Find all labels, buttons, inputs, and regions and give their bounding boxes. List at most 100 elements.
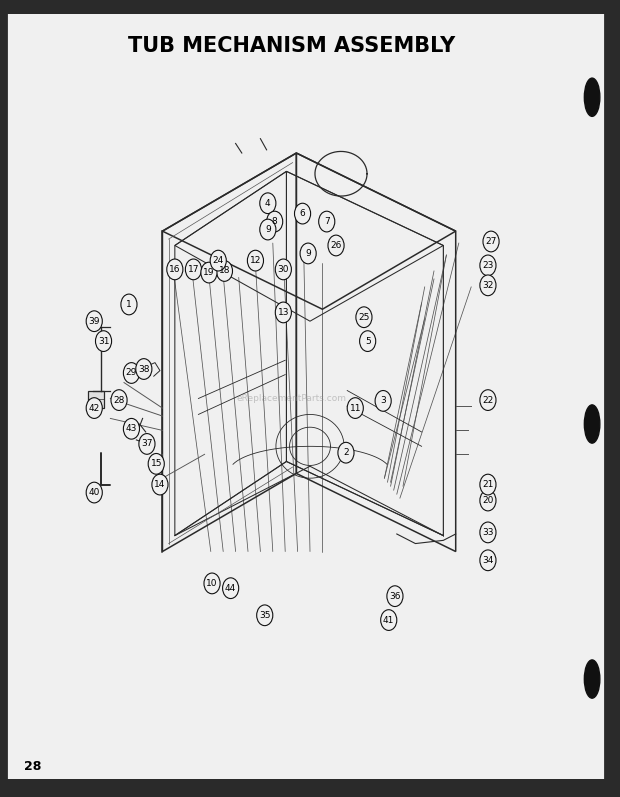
Circle shape (111, 390, 127, 410)
Circle shape (275, 302, 291, 323)
Circle shape (223, 578, 239, 599)
Text: 5: 5 (365, 336, 371, 346)
Text: 17: 17 (188, 265, 199, 274)
Text: 24: 24 (213, 256, 224, 265)
Circle shape (210, 250, 226, 271)
Text: 1: 1 (126, 300, 132, 309)
Bar (139, 365, 150, 375)
Text: 9: 9 (305, 249, 311, 258)
Text: 12: 12 (250, 256, 261, 265)
Text: 8: 8 (272, 217, 278, 226)
Circle shape (216, 261, 232, 281)
Circle shape (86, 398, 102, 418)
Circle shape (356, 307, 372, 328)
Circle shape (95, 331, 112, 351)
Text: 38: 38 (138, 364, 149, 374)
Bar (605, 0, 620, 797)
Circle shape (86, 311, 102, 332)
Text: 14: 14 (154, 480, 166, 489)
Text: 31: 31 (98, 336, 109, 346)
Circle shape (267, 211, 283, 232)
Text: 32: 32 (482, 281, 494, 290)
Ellipse shape (584, 405, 600, 443)
Circle shape (260, 219, 276, 240)
Text: 37: 37 (141, 439, 153, 449)
Text: 44: 44 (225, 583, 236, 593)
Text: 2: 2 (343, 448, 349, 457)
Circle shape (375, 391, 391, 411)
Text: 26: 26 (330, 241, 342, 250)
Circle shape (86, 482, 102, 503)
Circle shape (338, 442, 354, 463)
Text: 39: 39 (89, 316, 100, 326)
Circle shape (139, 434, 155, 454)
Text: 36: 36 (389, 591, 401, 601)
Text: 3: 3 (380, 396, 386, 406)
Text: TUB MECHANISM ASSEMBLY: TUB MECHANISM ASSEMBLY (128, 36, 455, 57)
Text: 19: 19 (203, 268, 215, 277)
Text: 34: 34 (482, 556, 494, 565)
Text: 35: 35 (259, 611, 270, 620)
Circle shape (201, 262, 217, 283)
Circle shape (204, 573, 220, 594)
Text: 11: 11 (350, 403, 361, 413)
Text: 23: 23 (482, 261, 494, 270)
Text: 18: 18 (219, 266, 230, 276)
Text: 29: 29 (126, 368, 137, 378)
Text: eReplacementParts.com: eReplacementParts.com (236, 394, 347, 403)
Text: 28: 28 (113, 395, 125, 405)
Text: 42: 42 (89, 403, 100, 413)
Circle shape (319, 211, 335, 232)
Circle shape (185, 259, 202, 280)
Circle shape (480, 275, 496, 296)
Text: 30: 30 (278, 265, 289, 274)
Text: 25: 25 (358, 312, 370, 322)
Circle shape (480, 550, 496, 571)
Circle shape (381, 610, 397, 630)
Circle shape (123, 363, 140, 383)
Ellipse shape (584, 78, 600, 116)
Circle shape (260, 193, 276, 214)
Circle shape (387, 586, 403, 607)
Text: 6: 6 (299, 209, 306, 218)
Bar (0, 0, 620, 14)
Text: 21: 21 (482, 480, 494, 489)
Bar (88, 391, 104, 408)
Circle shape (123, 418, 140, 439)
Circle shape (300, 243, 316, 264)
Text: 9: 9 (265, 225, 271, 234)
Bar (0, 0, 7, 797)
Text: 10: 10 (206, 579, 218, 588)
Text: 16: 16 (169, 265, 180, 274)
Circle shape (257, 605, 273, 626)
Text: 7: 7 (324, 217, 330, 226)
Circle shape (480, 390, 496, 410)
Circle shape (148, 453, 164, 474)
Text: 4: 4 (265, 198, 271, 208)
Text: 40: 40 (89, 488, 100, 497)
Circle shape (480, 490, 496, 511)
Circle shape (167, 259, 183, 280)
Circle shape (480, 522, 496, 543)
Ellipse shape (584, 660, 600, 698)
Text: 43: 43 (126, 424, 137, 434)
Circle shape (480, 474, 496, 495)
Text: 27: 27 (485, 237, 497, 246)
Circle shape (483, 231, 499, 252)
Circle shape (480, 255, 496, 276)
Text: 28: 28 (24, 760, 41, 773)
Circle shape (136, 359, 152, 379)
Text: 33: 33 (482, 528, 494, 537)
Circle shape (247, 250, 264, 271)
Circle shape (121, 294, 137, 315)
Text: 41: 41 (383, 615, 394, 625)
Text: 22: 22 (482, 395, 494, 405)
Text: 15: 15 (151, 459, 162, 469)
Circle shape (328, 235, 344, 256)
Circle shape (360, 331, 376, 351)
Circle shape (152, 474, 168, 495)
Bar (0, 779, 620, 797)
Text: 13: 13 (278, 308, 289, 317)
Text: 20: 20 (482, 496, 494, 505)
Circle shape (275, 259, 291, 280)
